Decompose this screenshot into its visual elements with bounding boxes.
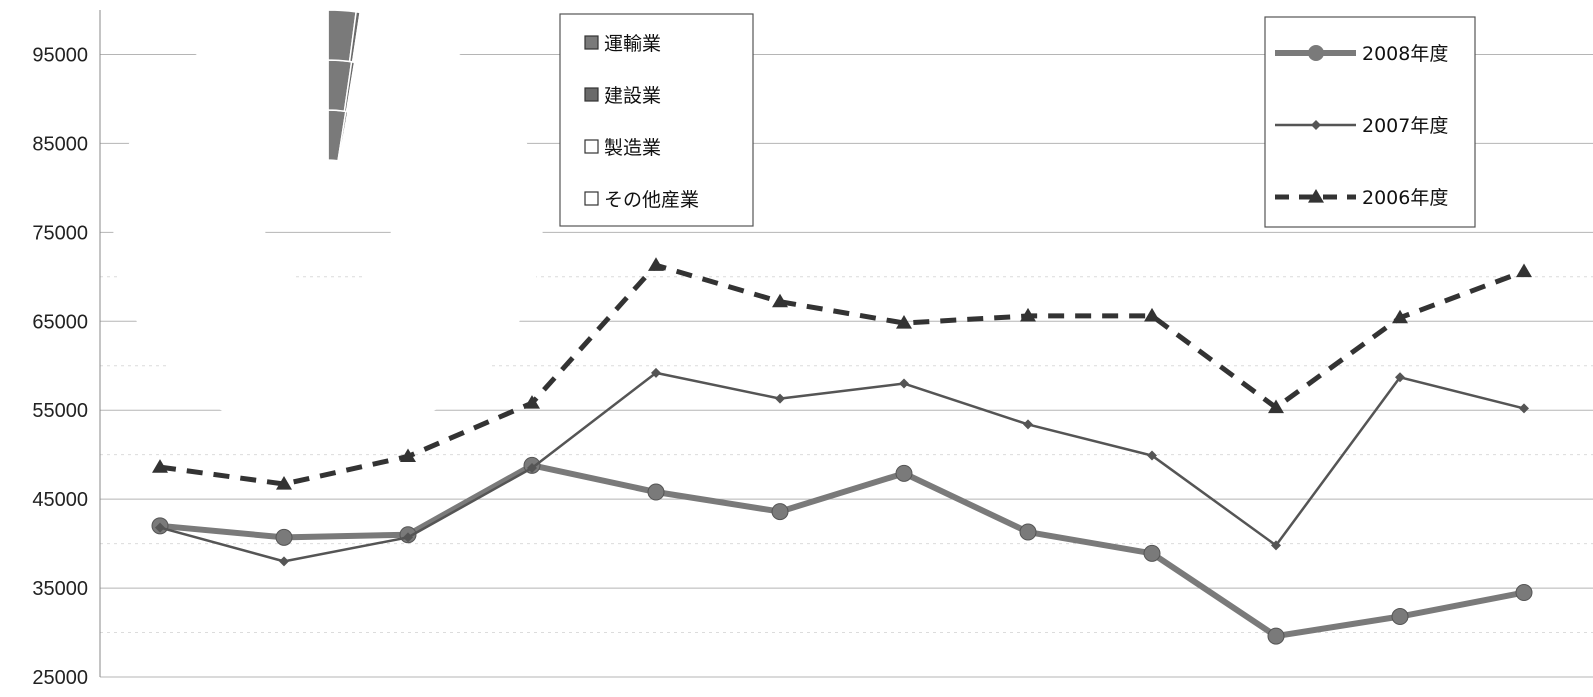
data-point [527, 463, 537, 474]
data-point [1391, 608, 1409, 626]
ytick-label: 55000 [32, 400, 88, 422]
data-point [403, 532, 413, 543]
data-point [1516, 263, 1532, 278]
data-point [152, 459, 168, 473]
legend-swatch [584, 191, 599, 206]
legend-label: その他産業 [604, 189, 699, 211]
data-point [1519, 403, 1529, 414]
series-line [159, 262, 1525, 487]
data-point [1392, 309, 1408, 324]
data-point [648, 257, 664, 271]
line-legend: 2008年度 2007年度 2006年度 [1264, 16, 1476, 228]
data-point [895, 464, 913, 482]
series-0 [151, 456, 1533, 645]
data-point [275, 528, 293, 546]
data-point [1020, 307, 1036, 322]
donut-slice [163, 59, 493, 389]
data-point [279, 556, 289, 567]
data-point [647, 483, 665, 501]
data-point [899, 378, 909, 389]
data-point [1143, 544, 1161, 562]
legend-label: 運輸業 [604, 33, 661, 55]
legend-entry: 2006年度 [1275, 187, 1448, 209]
legend-swatch [584, 87, 599, 102]
data-point [1147, 450, 1157, 461]
ytick-label: 65000 [32, 311, 88, 333]
data-point [896, 315, 912, 329]
legend-marker [1308, 189, 1324, 203]
data-point [524, 395, 540, 409]
legend-entry: 2007年度 [1275, 115, 1448, 137]
data-point [775, 393, 785, 404]
legend-label: 製造業 [604, 137, 661, 159]
ytick-label: 25000 [32, 667, 88, 689]
data-point [1019, 523, 1037, 541]
series-line [159, 462, 1525, 640]
ytick-label: 95000 [32, 44, 88, 66]
legend-marker [1311, 120, 1321, 130]
donut-slice [113, 9, 543, 439]
data-point [276, 476, 292, 490]
legend-entry: 2008年度 [1275, 43, 1448, 65]
donut-chart: 2006年度 2007年度 2008年度 [113, 9, 543, 439]
series-2 [152, 257, 1532, 490]
legend-swatch [584, 35, 599, 50]
data-point [1023, 419, 1033, 430]
data-point [155, 522, 165, 533]
legend-label: 建設業 [604, 85, 661, 107]
data-point [400, 448, 416, 463]
line-series-layer [151, 257, 1533, 645]
donut-ring-label: 2007年度 [305, 343, 391, 365]
ytick-label: 45000 [32, 489, 88, 511]
data-point [1515, 584, 1533, 602]
data-point [1268, 399, 1284, 414]
legend-label: 2008年度 [1362, 43, 1448, 65]
y-axis: 25000 35000 45000 55000 65000 75000 85000 95000 [32, 44, 88, 689]
legend-label: 2006年度 [1362, 187, 1448, 209]
legend-marker [1308, 45, 1324, 61]
donut-ring-label: 2006年度 [287, 295, 373, 317]
legend-swatch [584, 139, 599, 154]
data-point [772, 293, 788, 308]
donut-ring-label: 2008年度 [305, 396, 391, 418]
series-line [159, 371, 1525, 563]
legend-label: 2007年度 [1362, 115, 1448, 137]
data-point [651, 367, 661, 378]
ytick-label: 35000 [32, 578, 88, 600]
data-point [1395, 372, 1405, 383]
data-point [1144, 307, 1160, 322]
data-point [1267, 627, 1285, 645]
data-point [1271, 540, 1281, 551]
data-point [771, 503, 789, 521]
ytick-label: 75000 [32, 222, 88, 244]
ytick-label: 85000 [32, 133, 88, 155]
series-1 [155, 367, 1529, 567]
